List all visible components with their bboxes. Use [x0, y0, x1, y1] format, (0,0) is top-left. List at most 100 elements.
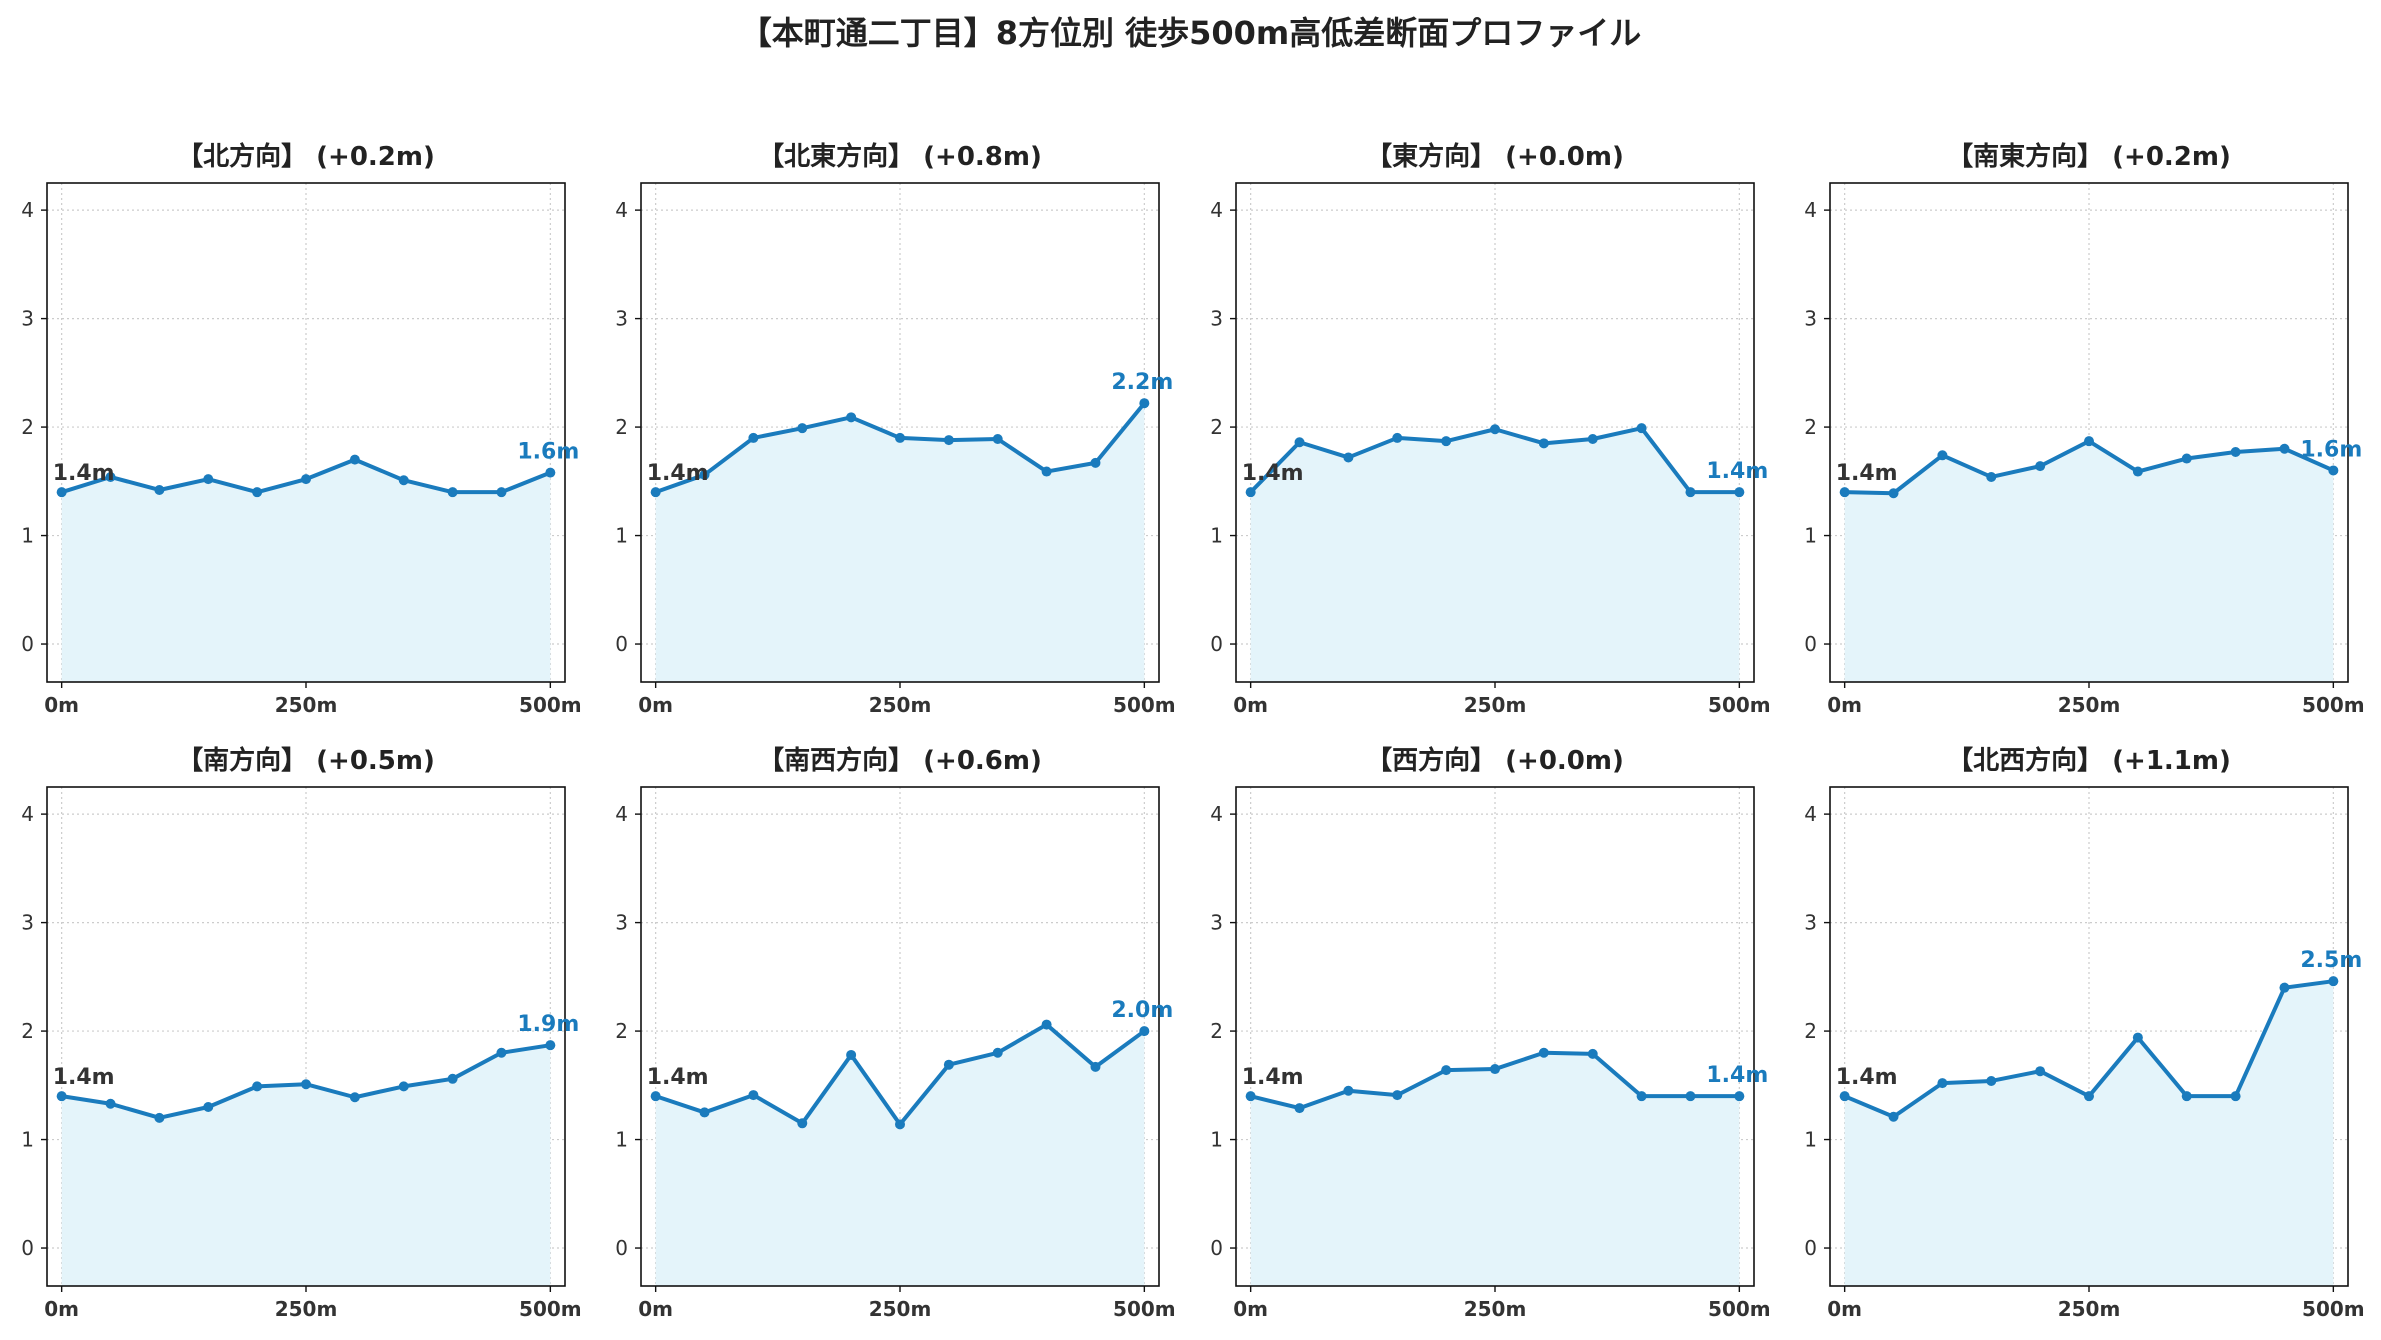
profile-point	[992, 434, 1003, 445]
y-tick-label: 1	[1210, 524, 1223, 548]
profile-point	[56, 1091, 67, 1102]
panel-1: 0 1 2 3 4 0m 250m 500m 【北方向】 (+0.2m) 1.4m 1.6m	[21, 141, 581, 717]
profile-point	[447, 1073, 458, 1084]
profile-point	[846, 412, 857, 423]
profile-point	[1245, 487, 1256, 498]
panels-layer: 0 1 2 3 4 0m 250m 500m 【北方向】 (+0.2m) 1.4m 1.6m 0 1 2 3…	[21, 141, 2364, 1321]
x-tick-label: 0m	[44, 693, 79, 717]
profile-point	[105, 1098, 116, 1109]
profile-point	[1294, 437, 1305, 448]
profile-point	[349, 1092, 360, 1103]
profile-point	[2230, 1091, 2241, 1102]
profile-point	[1441, 436, 1452, 447]
x-tick-label: 500m	[1113, 1297, 1176, 1321]
profile-point	[1139, 398, 1150, 409]
profile-point	[2084, 436, 2094, 447]
y-tick-label: 3	[21, 911, 34, 935]
x-tick-label: 250m	[2058, 693, 2121, 717]
start-elevation-label: 1.4m	[1836, 461, 1898, 486]
panel-3: 0 1 2 3 4 0m 250m 500m 【東方向】 (+0.0m) 1.4m 1.4m	[1210, 141, 1770, 717]
x-tick-label: 500m	[1708, 693, 1771, 717]
profile-point	[1636, 423, 1647, 434]
panel-6: 0 1 2 3 4 0m 250m 500m 【南西方向】 (+0.6m) 1.4m 2.0m	[615, 745, 1175, 1321]
profile-point	[1392, 432, 1403, 443]
y-tick-label: 4	[1210, 198, 1223, 222]
y-tick-label: 1	[1210, 1128, 1223, 1152]
profile-point	[1245, 1091, 1256, 1102]
profile-point	[2279, 443, 2290, 454]
profile-point	[1538, 438, 1549, 449]
profile-point	[1343, 452, 1354, 463]
panel-title: 【南西方向】 (+0.6m)	[758, 745, 1042, 776]
y-tick-label: 2	[1804, 415, 1817, 439]
profile-point	[1986, 471, 1997, 482]
profile-point	[1888, 488, 1899, 499]
profile-point	[1734, 487, 1745, 498]
profile-point	[1734, 1091, 1745, 1102]
profile-point	[496, 487, 507, 498]
profile-point	[349, 454, 360, 465]
profile-point	[398, 1081, 409, 1092]
profile-point	[650, 1091, 661, 1102]
profile-point	[1090, 1061, 1101, 1072]
x-tick-label: 250m	[1464, 1297, 1527, 1321]
profile-point	[545, 1040, 556, 1051]
x-tick-label: 500m	[519, 693, 582, 717]
y-tick-label: 1	[1804, 1128, 1817, 1152]
y-tick-label: 1	[615, 1128, 628, 1152]
profile-point	[2132, 466, 2143, 477]
panel-5: 0 1 2 3 4 0m 250m 500m 【南方向】 (+0.5m) 1.4m 1.9m	[21, 745, 581, 1321]
x-tick-label: 500m	[2302, 693, 2365, 717]
panel-4: 0 1 2 3 4 0m 250m 500m 【南東方向】 (+0.2m) 1.4m 1.6m	[1804, 141, 2364, 717]
x-tick-label: 0m	[1233, 1297, 1268, 1321]
profile-point	[1839, 487, 1850, 498]
y-tick-label: 4	[1804, 802, 1817, 826]
y-tick-label: 4	[1804, 198, 1817, 222]
profile-point	[797, 423, 808, 434]
y-tick-label: 4	[1210, 802, 1223, 826]
x-tick-label: 0m	[1827, 693, 1862, 717]
profile-point	[203, 474, 214, 485]
y-tick-label: 4	[615, 198, 628, 222]
y-tick-label: 2	[615, 1019, 628, 1043]
profile-point	[1538, 1047, 1549, 1058]
x-tick-label: 250m	[869, 693, 932, 717]
profile-point	[1839, 1091, 1850, 1102]
x-tick-label: 250m	[1464, 693, 1527, 717]
panel-title: 【北西方向】 (+1.1m)	[1947, 745, 2231, 776]
profile-point	[2181, 1091, 2192, 1102]
profile-point	[943, 1059, 954, 1070]
x-tick-label: 250m	[869, 1297, 932, 1321]
profile-point	[2084, 1091, 2094, 1102]
y-tick-label: 3	[1804, 911, 1817, 935]
profile-point	[1636, 1091, 1647, 1102]
start-elevation-label: 1.4m	[1242, 461, 1304, 486]
profile-point	[992, 1047, 1003, 1058]
x-tick-label: 500m	[1708, 1297, 1771, 1321]
profile-point	[1490, 424, 1500, 435]
profile-point	[748, 1090, 759, 1101]
profile-area	[655, 403, 1145, 682]
start-elevation-label: 1.4m	[647, 461, 709, 486]
panel-title: 【南方向】 (+0.5m)	[177, 745, 435, 776]
profile-point	[748, 432, 759, 443]
x-tick-label: 500m	[519, 1297, 582, 1321]
y-tick-label: 2	[1210, 1019, 1223, 1043]
start-elevation-label: 1.4m	[53, 461, 115, 486]
start-elevation-label: 1.4m	[1836, 1065, 1898, 1090]
profile-point	[1392, 1090, 1403, 1101]
y-tick-label: 0	[1804, 1236, 1817, 1260]
profile-area	[1250, 428, 1740, 682]
x-tick-label: 0m	[638, 693, 673, 717]
profile-point	[650, 487, 661, 498]
x-tick-label: 0m	[638, 1297, 673, 1321]
y-tick-label: 4	[21, 802, 34, 826]
profile-point	[1490, 1064, 1500, 1075]
profile-point	[154, 484, 165, 495]
profile-point	[1685, 1091, 1696, 1102]
x-tick-label: 0m	[1233, 693, 1268, 717]
y-tick-label: 3	[1210, 307, 1223, 331]
profile-point	[2328, 976, 2339, 987]
panel-title: 【南東方向】 (+0.2m)	[1947, 141, 2231, 172]
profile-point	[1937, 1078, 1948, 1089]
